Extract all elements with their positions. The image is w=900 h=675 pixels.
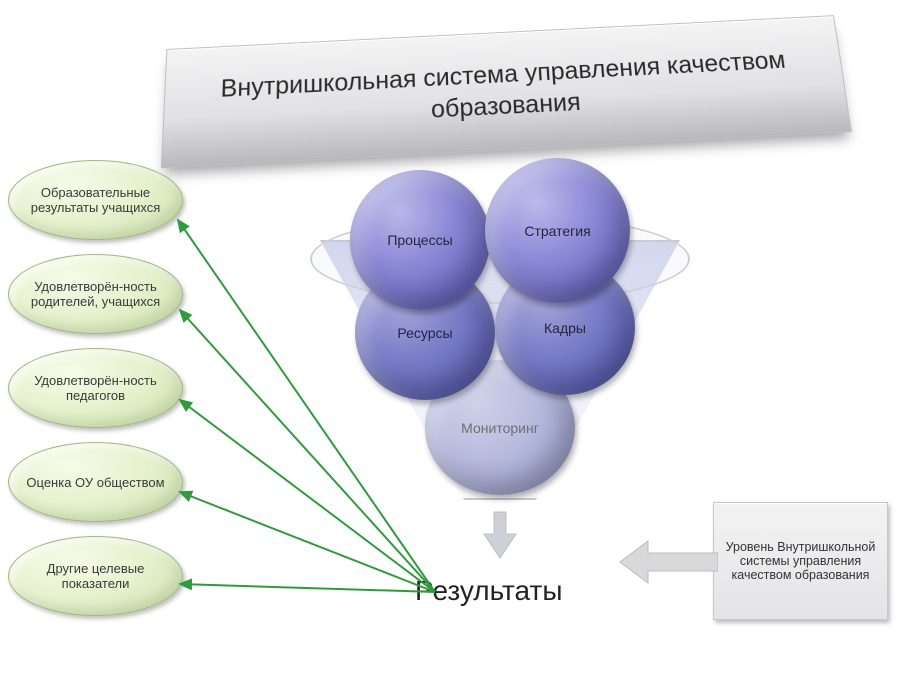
- title-banner: Внутришкольная система управления качест…: [161, 15, 852, 168]
- sphere-label: Кадры: [544, 320, 586, 336]
- left-item: Удовлетворён-ность родителей, учащихся: [8, 254, 183, 334]
- down-arrow-icon: [480, 510, 520, 560]
- left-results-list: Образовательные результаты учащихся Удов…: [8, 160, 198, 630]
- sphere-label: Ресурсы: [397, 325, 452, 341]
- sphere-label: Мониторинг: [461, 420, 539, 436]
- sphere-strategy: Стратегия: [485, 158, 630, 303]
- left-item: Оценка ОУ обществом: [8, 442, 183, 522]
- funnel: Ресурсы Кадры Мониторинг Процессы Страте…: [320, 180, 680, 580]
- left-item-label: Удовлетворён-ность педагогов: [25, 373, 166, 403]
- callout-text: Уровень Внутришкольной системы управлени…: [724, 540, 877, 582]
- sphere-label: Стратегия: [524, 223, 590, 239]
- callout-box: Уровень Внутришкольной системы управлени…: [713, 502, 888, 620]
- left-item-label: Оценка ОУ обществом: [26, 475, 164, 490]
- sphere-label: Процессы: [387, 232, 452, 248]
- left-item: Другие целевые показатели: [8, 536, 183, 616]
- left-item: Удовлетворён-ность педагогов: [8, 348, 183, 428]
- left-item: Образовательные результаты учащихся: [8, 160, 183, 240]
- callout-arrow-icon: [618, 537, 718, 587]
- sphere-processes: Процессы: [350, 170, 490, 310]
- left-item-label: Образовательные результаты учащихся: [25, 185, 166, 215]
- title-text: Внутришкольная система управления качест…: [204, 43, 807, 138]
- left-item-label: Удовлетворён-ность родителей, учащихся: [25, 279, 166, 309]
- results-label: Результаты: [415, 575, 562, 607]
- left-item-label: Другие целевые показатели: [25, 561, 166, 591]
- results-text: Результаты: [415, 575, 562, 606]
